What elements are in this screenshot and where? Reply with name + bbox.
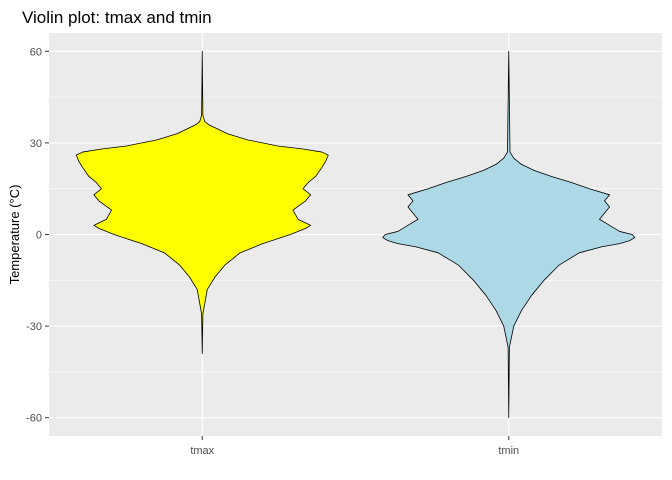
y-tick-label: -60: [26, 413, 42, 425]
axes: 60 30 0 -30 -60 tmax tmin: [26, 46, 519, 457]
violins: [75, 50, 636, 419]
y-axis-title: Temperature (°C): [7, 185, 22, 285]
chart-title: Violin plot: tmax and tmin: [22, 8, 212, 27]
y-tick-label: 0: [36, 230, 42, 242]
x-tick-label-tmax: tmax: [190, 445, 214, 457]
violin-tmin: [382, 50, 636, 419]
y-tick-label: 30: [30, 138, 42, 150]
y-tick-label: -30: [26, 321, 42, 333]
y-tick-label: 60: [30, 46, 42, 58]
violin-tmax: [75, 50, 329, 354]
x-tick-label-tmin: tmin: [498, 445, 519, 457]
